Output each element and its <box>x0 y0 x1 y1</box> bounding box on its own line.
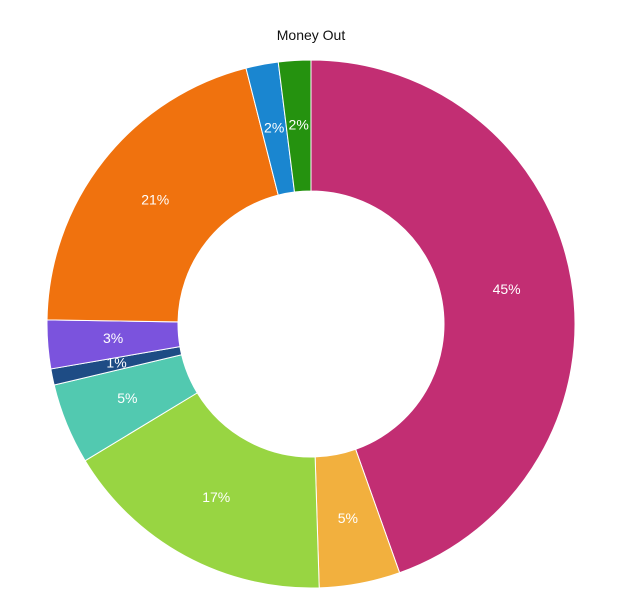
pie-slice-9[interactable] <box>277 59 312 193</box>
slice-label-3: 17% <box>202 489 230 505</box>
slice-label-9: 2% <box>289 117 309 133</box>
slice-label-5: 1% <box>106 355 126 371</box>
slice-label-8: 2% <box>264 120 284 136</box>
slice-label-2: 5% <box>338 510 358 526</box>
slice-label-4: 5% <box>117 390 137 406</box>
slices-group <box>46 59 576 589</box>
slice-label-6: 3% <box>103 330 123 346</box>
slice-label-7: 21% <box>141 192 169 208</box>
labels-group: 45% 5% 17% 5% 1% 3% 21% 2% 2% <box>103 117 521 526</box>
pie-slice-7[interactable] <box>46 67 279 323</box>
pie-slice-1[interactable] <box>310 59 576 574</box>
slice-label-1: 45% <box>493 281 521 297</box>
chart-title: Money Out <box>276 27 346 43</box>
pie-slice-3[interactable] <box>84 392 320 589</box>
